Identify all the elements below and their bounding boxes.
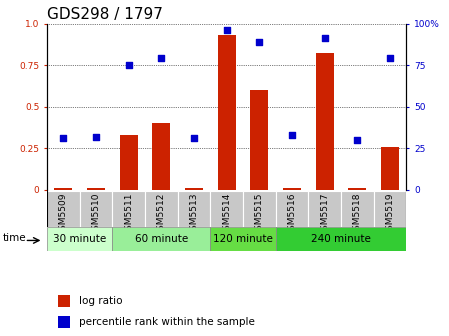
Bar [283, 188, 301, 190]
Text: GSM5514: GSM5514 [222, 192, 231, 236]
Text: GSM5510: GSM5510 [92, 192, 101, 236]
Text: GSM5509: GSM5509 [59, 192, 68, 236]
Bar [308, 191, 341, 227]
Bar [47, 227, 112, 251]
Bar [341, 191, 374, 227]
Bar [153, 123, 171, 190]
Text: 240 minute: 240 minute [311, 234, 371, 244]
Bar [112, 227, 211, 251]
Bar [47, 191, 80, 227]
Point [60, 136, 67, 141]
Text: GSM5513: GSM5513 [189, 192, 198, 236]
Bar [276, 227, 406, 251]
Bar [185, 188, 203, 190]
Point [256, 39, 263, 44]
Bar [80, 191, 112, 227]
Text: log ratio: log ratio [79, 296, 123, 306]
Text: GSM5512: GSM5512 [157, 192, 166, 236]
Bar [251, 90, 269, 190]
Bar [218, 35, 236, 190]
Bar [58, 295, 70, 307]
Text: GDS298 / 1797: GDS298 / 1797 [47, 7, 163, 23]
Bar [120, 135, 138, 190]
Bar [178, 191, 211, 227]
Point [288, 132, 295, 138]
Text: GSM5519: GSM5519 [386, 192, 395, 236]
Text: percentile rank within the sample: percentile rank within the sample [79, 317, 255, 327]
Point [125, 62, 132, 68]
Bar [87, 188, 105, 190]
Text: GSM5515: GSM5515 [255, 192, 264, 236]
Bar [211, 191, 243, 227]
Point [158, 56, 165, 61]
Point [387, 56, 394, 61]
Bar [243, 191, 276, 227]
Bar [54, 188, 72, 190]
Text: 60 minute: 60 minute [135, 234, 188, 244]
Text: 30 minute: 30 minute [53, 234, 106, 244]
Point [223, 28, 230, 33]
Text: GSM5511: GSM5511 [124, 192, 133, 236]
Bar [374, 191, 406, 227]
Text: time: time [2, 233, 26, 243]
Bar [381, 146, 399, 190]
Bar [58, 316, 70, 328]
Point [321, 36, 328, 41]
Bar [145, 191, 178, 227]
Bar [316, 53, 334, 190]
Point [190, 136, 198, 141]
Bar [112, 191, 145, 227]
Text: GSM5518: GSM5518 [353, 192, 362, 236]
Point [92, 134, 100, 139]
Text: GSM5516: GSM5516 [287, 192, 296, 236]
Bar [348, 188, 366, 190]
Point [354, 137, 361, 143]
Bar [211, 227, 276, 251]
Text: 120 minute: 120 minute [213, 234, 273, 244]
Text: GSM5517: GSM5517 [320, 192, 329, 236]
Bar [276, 191, 308, 227]
